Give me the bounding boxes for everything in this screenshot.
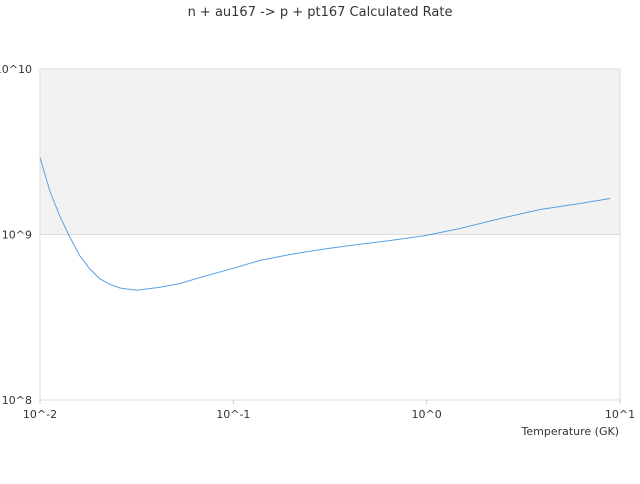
data-line xyxy=(39,157,611,291)
y-tick-label: 10^9 xyxy=(2,229,32,242)
x-tick-label: 10^1 xyxy=(605,408,635,421)
x-tick-label: 10^0 xyxy=(412,408,442,421)
x-axis-label: Temperature (GK) xyxy=(521,425,620,438)
y-tick-label: 10^10 xyxy=(0,63,32,76)
x-tick-label: 10^-1 xyxy=(216,408,250,421)
chart-title: n + au167 -> p + pt167 Calculated Rate xyxy=(188,5,453,20)
plot-band xyxy=(40,69,620,235)
x-tick-label: 10^-2 xyxy=(23,408,57,421)
y-tick-label: 10^8 xyxy=(2,394,32,407)
